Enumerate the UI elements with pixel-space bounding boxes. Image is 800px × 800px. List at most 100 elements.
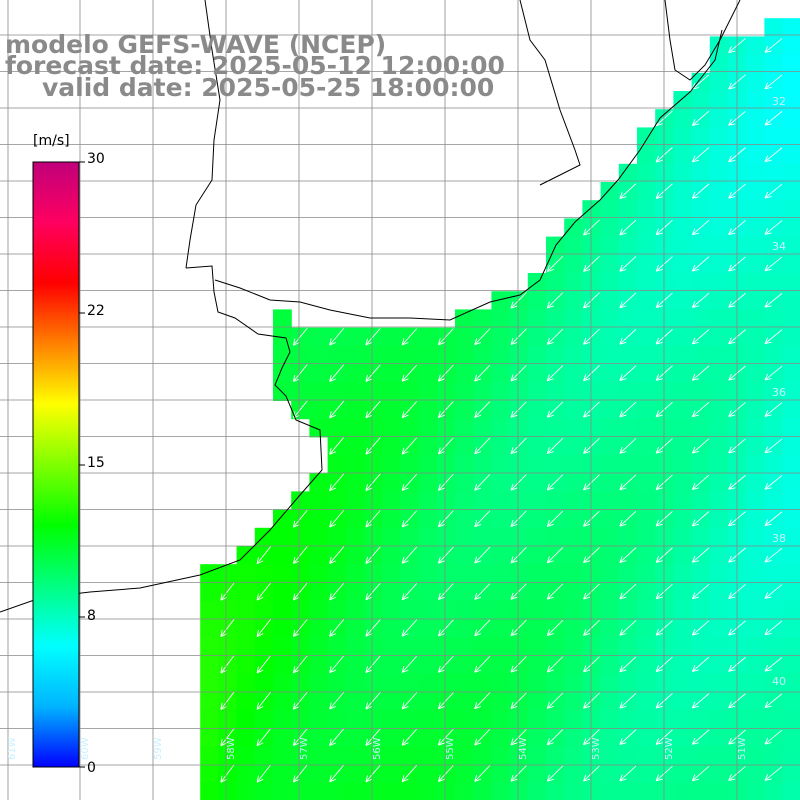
wind-arrow — [510, 692, 527, 709]
wind-cell — [218, 564, 238, 583]
wind-cell — [600, 564, 620, 583]
wind-arrow — [583, 583, 600, 600]
wind-arrow — [691, 693, 710, 709]
wind-cell — [527, 491, 547, 511]
wind-cell — [691, 491, 711, 511]
wind-cell — [400, 527, 420, 547]
wind-arrow — [474, 619, 491, 637]
wind-cell — [345, 473, 365, 492]
colorbar-tick-8: 8 — [87, 608, 96, 624]
wind-cell — [709, 618, 729, 638]
wind-cell — [655, 455, 674, 474]
wind-cell — [400, 418, 420, 438]
wind-cell — [746, 327, 765, 347]
wind-cell — [564, 418, 583, 438]
wind-arrow — [691, 219, 710, 236]
wind-cell — [382, 455, 401, 474]
wind-arrow — [401, 328, 418, 346]
wind-cell — [655, 564, 674, 583]
wind-cell — [600, 418, 620, 438]
wind-cell — [637, 655, 656, 674]
wind-cell — [746, 655, 765, 674]
wind-cell — [655, 527, 674, 547]
wind-arrow — [329, 400, 345, 419]
latitude-labels: 32 34 36 38 40 — [772, 95, 786, 688]
wind-cell — [673, 109, 693, 128]
wind-arrow — [474, 583, 491, 600]
wind-cell — [673, 600, 693, 620]
wind-cell — [618, 273, 638, 292]
wind-cell — [418, 691, 438, 711]
wind-cell — [728, 309, 747, 329]
wind-cell — [655, 418, 674, 438]
wind-arrow — [764, 183, 783, 199]
wind-cell — [746, 782, 765, 800]
wind-cell — [491, 436, 511, 456]
wind-cell — [709, 200, 729, 219]
wind-cell — [655, 782, 674, 800]
wind-cell — [746, 600, 765, 620]
wind-arrow — [365, 328, 381, 346]
wind-arrow — [691, 620, 710, 636]
wind-cell — [782, 527, 800, 547]
wind-cell — [782, 91, 800, 110]
wind-cell — [637, 418, 656, 438]
wind-cell — [291, 564, 310, 583]
wind-cell — [291, 491, 310, 511]
wind-arrow — [438, 583, 454, 601]
wind-cell — [291, 673, 310, 693]
wind-cell — [709, 491, 729, 511]
wind-cell — [473, 309, 492, 329]
wind-cell — [637, 564, 656, 583]
national-border — [519, 0, 581, 186]
wind-cell — [236, 618, 256, 638]
wind-cell — [600, 673, 620, 693]
wind-arrow — [583, 365, 600, 382]
wind-cell — [254, 709, 274, 729]
wind-cell — [746, 618, 765, 638]
wind-cell — [291, 782, 310, 800]
wind-cell — [637, 145, 656, 165]
wind-arrow — [365, 510, 381, 528]
wind-cell — [746, 455, 765, 474]
wind-arrow — [619, 256, 637, 272]
wind-cell — [418, 327, 438, 347]
wind-arrow — [329, 437, 345, 455]
wind-cell — [527, 473, 547, 492]
wind-arrow — [583, 219, 600, 236]
wind-cell — [600, 600, 620, 620]
wind-cell — [273, 618, 292, 638]
wind-cell — [709, 600, 729, 620]
wind-arrow — [691, 547, 710, 563]
wind-cell — [600, 764, 620, 784]
wind-cell — [309, 418, 329, 438]
wind-cell — [600, 236, 620, 256]
wind-cell — [400, 709, 420, 729]
wind-cell — [527, 364, 547, 383]
wind-cell — [327, 455, 347, 474]
wind-arrow — [691, 256, 710, 272]
wind-cell — [709, 345, 729, 365]
wind-cell — [746, 127, 765, 147]
wind-cell — [455, 691, 474, 711]
wind-cell — [455, 527, 474, 547]
wind-cell — [491, 782, 511, 800]
wind-cell — [582, 455, 602, 474]
wind-cell — [455, 618, 474, 638]
wind-cell — [273, 309, 292, 329]
wind-cell — [673, 236, 693, 256]
wind-cell — [764, 382, 784, 401]
wind-cell — [600, 473, 620, 492]
wind-cell — [364, 782, 383, 800]
wind-arrow — [292, 691, 308, 710]
wind-arrow — [691, 292, 710, 308]
wind-cell — [527, 436, 547, 456]
wind-cell — [546, 600, 565, 620]
wind-cell — [345, 327, 365, 347]
wind-cell — [382, 600, 401, 620]
wind-cell — [655, 673, 674, 693]
wind-cell — [527, 618, 547, 638]
wind-cell — [564, 728, 583, 747]
wind-cell — [746, 491, 765, 511]
wind-cell — [546, 491, 565, 511]
